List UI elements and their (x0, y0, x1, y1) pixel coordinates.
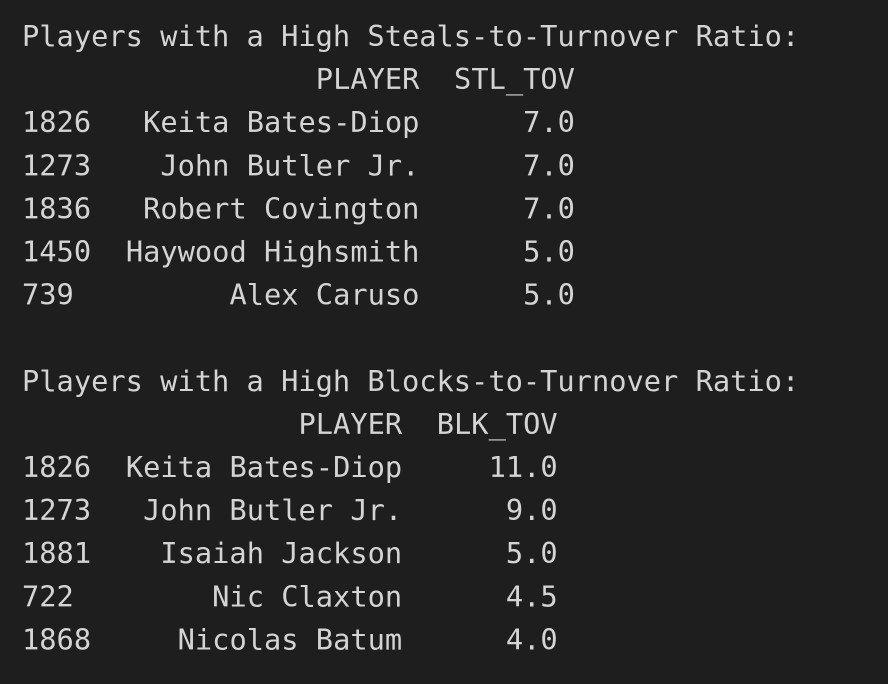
cell: 5.0 (506, 536, 558, 570)
cell: Nic Claxton (212, 579, 402, 613)
row-index: 1881 (22, 536, 91, 570)
cell: John Butler Jr. (160, 148, 419, 182)
cell: 5.0 (523, 278, 575, 312)
cell: John Butler Jr. (143, 493, 402, 527)
row-index: 1273 (22, 493, 91, 527)
cell: Haywood Highsmith (126, 235, 420, 269)
cell: 4.5 (506, 579, 558, 613)
cell: 7.0 (523, 148, 575, 182)
cell: 7.0 (523, 105, 575, 139)
column-header: PLAYER (299, 407, 403, 441)
cell: 11.0 (489, 450, 558, 484)
cell: Keita Bates-Diop (143, 105, 419, 139)
row-index: 1826 (22, 105, 91, 139)
column-header: PLAYER (316, 62, 420, 96)
cell: Nicolas Batum (178, 622, 403, 656)
row-index: 739 (22, 278, 74, 312)
row-index: 1868 (22, 622, 91, 656)
cell: Isaiah Jackson (160, 536, 402, 570)
cell: 7.0 (523, 191, 575, 225)
cell: Robert Covington (143, 191, 419, 225)
column-header: BLK_TOV (437, 407, 558, 442)
section-title: Players with a High Blocks-to-Turnover R… (22, 364, 799, 398)
row-index: 1450 (22, 235, 91, 269)
row-index: 722 (22, 579, 74, 613)
row-index: 1273 (22, 148, 91, 182)
cell: Keita Bates-Diop (126, 450, 402, 484)
section-title: Players with a High Steals-to-Turnover R… (22, 19, 799, 53)
cell: 4.0 (506, 622, 558, 656)
cell: 5.0 (523, 235, 575, 269)
row-index: 1826 (22, 450, 91, 484)
row-index: 1836 (22, 191, 91, 225)
cell: Alex Caruso (229, 278, 419, 312)
cell: 9.0 (506, 493, 558, 527)
column-header: STL_TOV (454, 62, 575, 97)
